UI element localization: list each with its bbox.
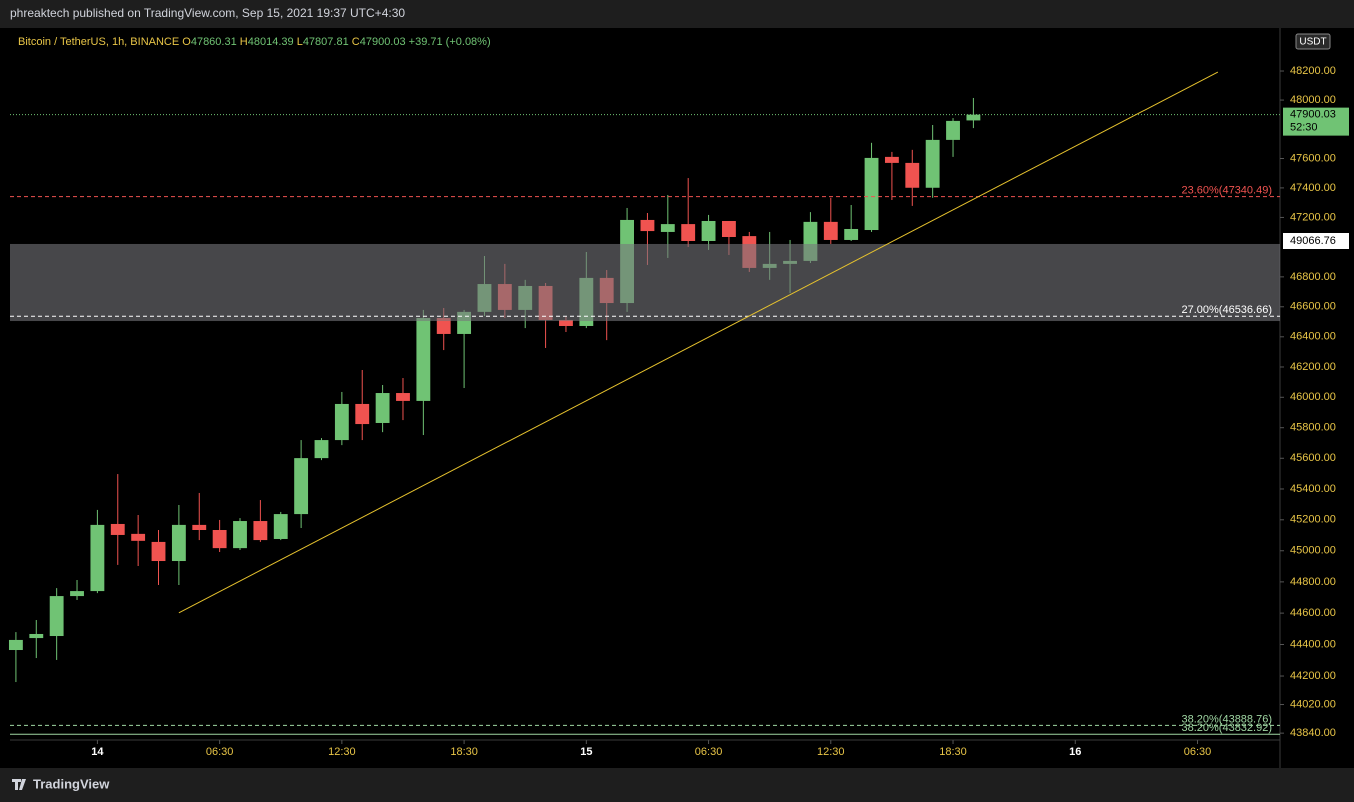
- x-tick-label: 18:30: [939, 746, 967, 758]
- fib-label: 27.00%(46536.66): [1181, 304, 1272, 316]
- fib-label: 38.20%(43832.92): [1181, 722, 1272, 734]
- candle-body: [660, 224, 675, 232]
- candle-body: [905, 162, 920, 188]
- last-price-box: [1283, 107, 1349, 136]
- ohlc-key: C: [352, 36, 360, 48]
- y-tick-label: 46800.00: [1290, 271, 1336, 283]
- x-tick-label: 12:30: [328, 746, 356, 758]
- y-tick-label: 48000.00: [1290, 94, 1336, 106]
- candle-body: [171, 524, 186, 562]
- candle-body: [29, 633, 44, 639]
- candle-body: [722, 220, 736, 237]
- logo-icon: [12, 779, 26, 790]
- candle-body: [823, 221, 838, 240]
- candle-body: [70, 591, 84, 597]
- y-tick-label: 48200.00: [1290, 65, 1336, 77]
- y-tick-label: 45000.00: [1290, 545, 1336, 557]
- ohlc-key: O: [182, 36, 191, 48]
- x-tick-label: 06:30: [206, 746, 234, 758]
- currency-badge: [1295, 33, 1331, 50]
- candle-body: [90, 524, 105, 592]
- y-tick-label: 43840.00: [1290, 727, 1336, 739]
- y-tick-label: 45600.00: [1290, 452, 1336, 464]
- candle-body: [355, 403, 370, 425]
- candle-body: [844, 228, 859, 240]
- candle-body: [314, 440, 329, 459]
- candle-body: [131, 533, 146, 541]
- bottom-bar: [0, 768, 1354, 802]
- x-tick-label: 06:30: [695, 746, 723, 758]
- last-price-label: 47900.03: [1290, 109, 1336, 121]
- fib-label: 23.60%(47340.49): [1181, 185, 1272, 197]
- candle-body: [8, 639, 23, 651]
- fib-label: 38.20%(43888.76): [1181, 713, 1272, 725]
- y-tick-label: 44400.00: [1290, 638, 1336, 650]
- x-tick-label: 16: [1069, 746, 1081, 758]
- countdown: 52:30: [1290, 122, 1318, 134]
- trendline: [178, 71, 1219, 614]
- ohlc-value: 47807.81: [303, 36, 349, 48]
- y-tick-label: 47600.00: [1290, 152, 1336, 164]
- y-tick-label: 44600.00: [1290, 607, 1336, 619]
- y-tick-label: 46600.00: [1290, 301, 1336, 313]
- publish-info: phreaktech published on TradingView.com,…: [10, 6, 405, 20]
- candle-body: [233, 521, 247, 549]
- candle-body: [375, 393, 390, 423]
- ohlc-key: H: [240, 36, 248, 48]
- ohlc-value: 47860.31: [191, 36, 237, 48]
- zone: [10, 243, 1280, 322]
- candle-body: [884, 156, 899, 163]
- candle-body: [110, 523, 125, 535]
- candle-body: [151, 541, 166, 562]
- candle-body: [273, 514, 288, 539]
- crosshair-box: [1283, 233, 1349, 249]
- x-tick-label: 18:30: [450, 746, 478, 758]
- x-tick-label: 06:30: [1184, 746, 1212, 758]
- plot: 23.60%(47340.49) 27.00%(46536.66) 38.20%(4…: [8, 71, 1280, 735]
- candle-body: [864, 157, 879, 231]
- candle-body: [396, 393, 410, 401]
- y-tick-label: 47400.00: [1290, 182, 1336, 194]
- y-tick-label: 45200.00: [1290, 514, 1336, 526]
- candle-body: [334, 403, 349, 441]
- brand: TradingView: [33, 776, 110, 791]
- candle-body: [436, 318, 451, 334]
- candle-body: [681, 224, 696, 242]
- change: +39.71 (+0.08%): [409, 36, 491, 48]
- candle-body: [49, 596, 64, 637]
- y-tick-label: 44200.00: [1290, 670, 1336, 682]
- candle-body: [701, 220, 716, 242]
- candle-body: [416, 318, 431, 401]
- legend: Bitcoin / TetherUS, 1h, BINANCE O47860.3…: [18, 36, 491, 48]
- ohlc-value: 48014.39: [248, 36, 294, 48]
- y-tick-label: 44800.00: [1290, 576, 1336, 588]
- y-tick-label: 45800.00: [1290, 422, 1336, 434]
- candle-body: [640, 219, 655, 232]
- candle-body: [192, 524, 207, 531]
- x-tick-label: 15: [580, 746, 592, 758]
- crosshair-label: 49066.76: [1290, 235, 1336, 247]
- ohlc-value: 47900.03: [360, 36, 406, 48]
- candle-body: [212, 530, 227, 549]
- symbol: Bitcoin / TetherUS, 1h, BINANCE: [18, 36, 179, 48]
- candle-body: [946, 120, 960, 140]
- y-tick-label: 44020.00: [1290, 698, 1336, 710]
- x-tick-label: 12:30: [817, 746, 845, 758]
- y-tick-label: 47200.00: [1290, 211, 1336, 223]
- currency: USDT: [1299, 37, 1326, 48]
- x-tick-label: 14: [91, 746, 104, 758]
- candle-body: [253, 521, 268, 541]
- candle-body: [294, 458, 309, 515]
- top-bar: [0, 0, 1354, 28]
- candle-body: [966, 114, 981, 121]
- y-tick-label: 46200.00: [1290, 361, 1336, 373]
- y-tick-label: 46400.00: [1290, 331, 1336, 343]
- y-tick-label: 46000.00: [1290, 391, 1336, 403]
- ohlc-key: L: [297, 36, 303, 48]
- candle-body: [559, 319, 573, 326]
- candle-body: [925, 139, 940, 188]
- y-tick-label: 45400.00: [1290, 483, 1336, 495]
